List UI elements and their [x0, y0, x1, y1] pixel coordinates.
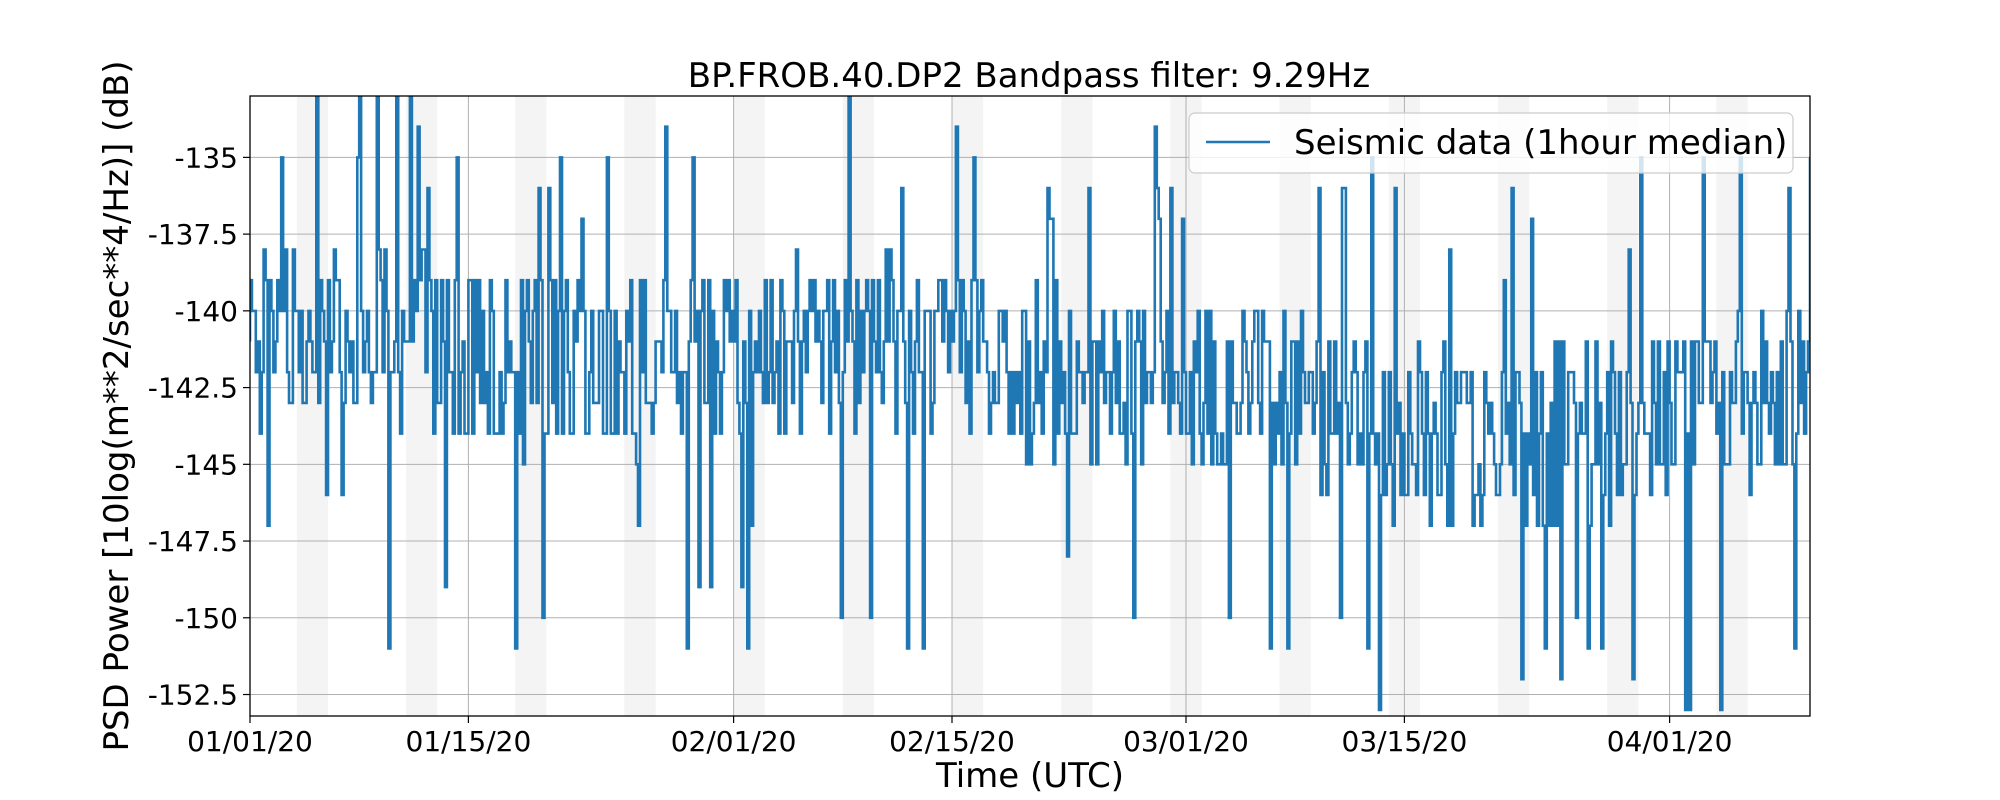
- y-axis-ticks: -135 -137.5 -140 -142.5 -145 -147.5 -150 -152.5: [148, 141, 250, 712]
- y-tick-label: -150: [174, 602, 238, 635]
- legend-label: Seismic data (1hour median): [1294, 123, 1787, 163]
- legend: Seismic data (1hour median): [1188, 112, 1794, 174]
- legend-box: [1188, 112, 1794, 174]
- x-tick-label: 01/15/20: [406, 725, 532, 758]
- y-tick-label: -142.5: [148, 372, 238, 405]
- x-axis-ticks: 01/01/20 01/15/20 02/01/20 02/15/20 03/01/20…: [187, 716, 1732, 758]
- chart-title: BP.FROB.40.DP2 Bandpass filter: 9.29Hz: [688, 56, 1370, 96]
- seismic-data-line: [250, 96, 1810, 712]
- x-tick-label: 04/01/20: [1607, 725, 1733, 758]
- y-tick-label: -145: [174, 448, 238, 481]
- x-tick-label: 02/01/20: [671, 725, 797, 758]
- y-tick-label: -152.5: [148, 679, 238, 712]
- x-tick-label: 02/15/20: [889, 725, 1015, 758]
- x-tick-label: 03/01/20: [1123, 725, 1249, 758]
- y-tick-label: -137.5: [148, 218, 238, 251]
- x-tick-label: 01/01/20: [187, 725, 313, 758]
- x-axis-label: Time (UTC): [935, 756, 1124, 796]
- plot-frame: [249, 95, 1811, 717]
- y-tick-label: -147.5: [148, 525, 238, 558]
- x-tick-label: 03/15/20: [1342, 725, 1468, 758]
- y-axis-label: PSD Power [10log(m**2/sec**4/Hz)] (dB): [97, 60, 137, 751]
- weekend-band: [296, 96, 328, 716]
- y-tick-label: -140: [174, 295, 238, 328]
- y-tick-label: -135: [174, 141, 238, 174]
